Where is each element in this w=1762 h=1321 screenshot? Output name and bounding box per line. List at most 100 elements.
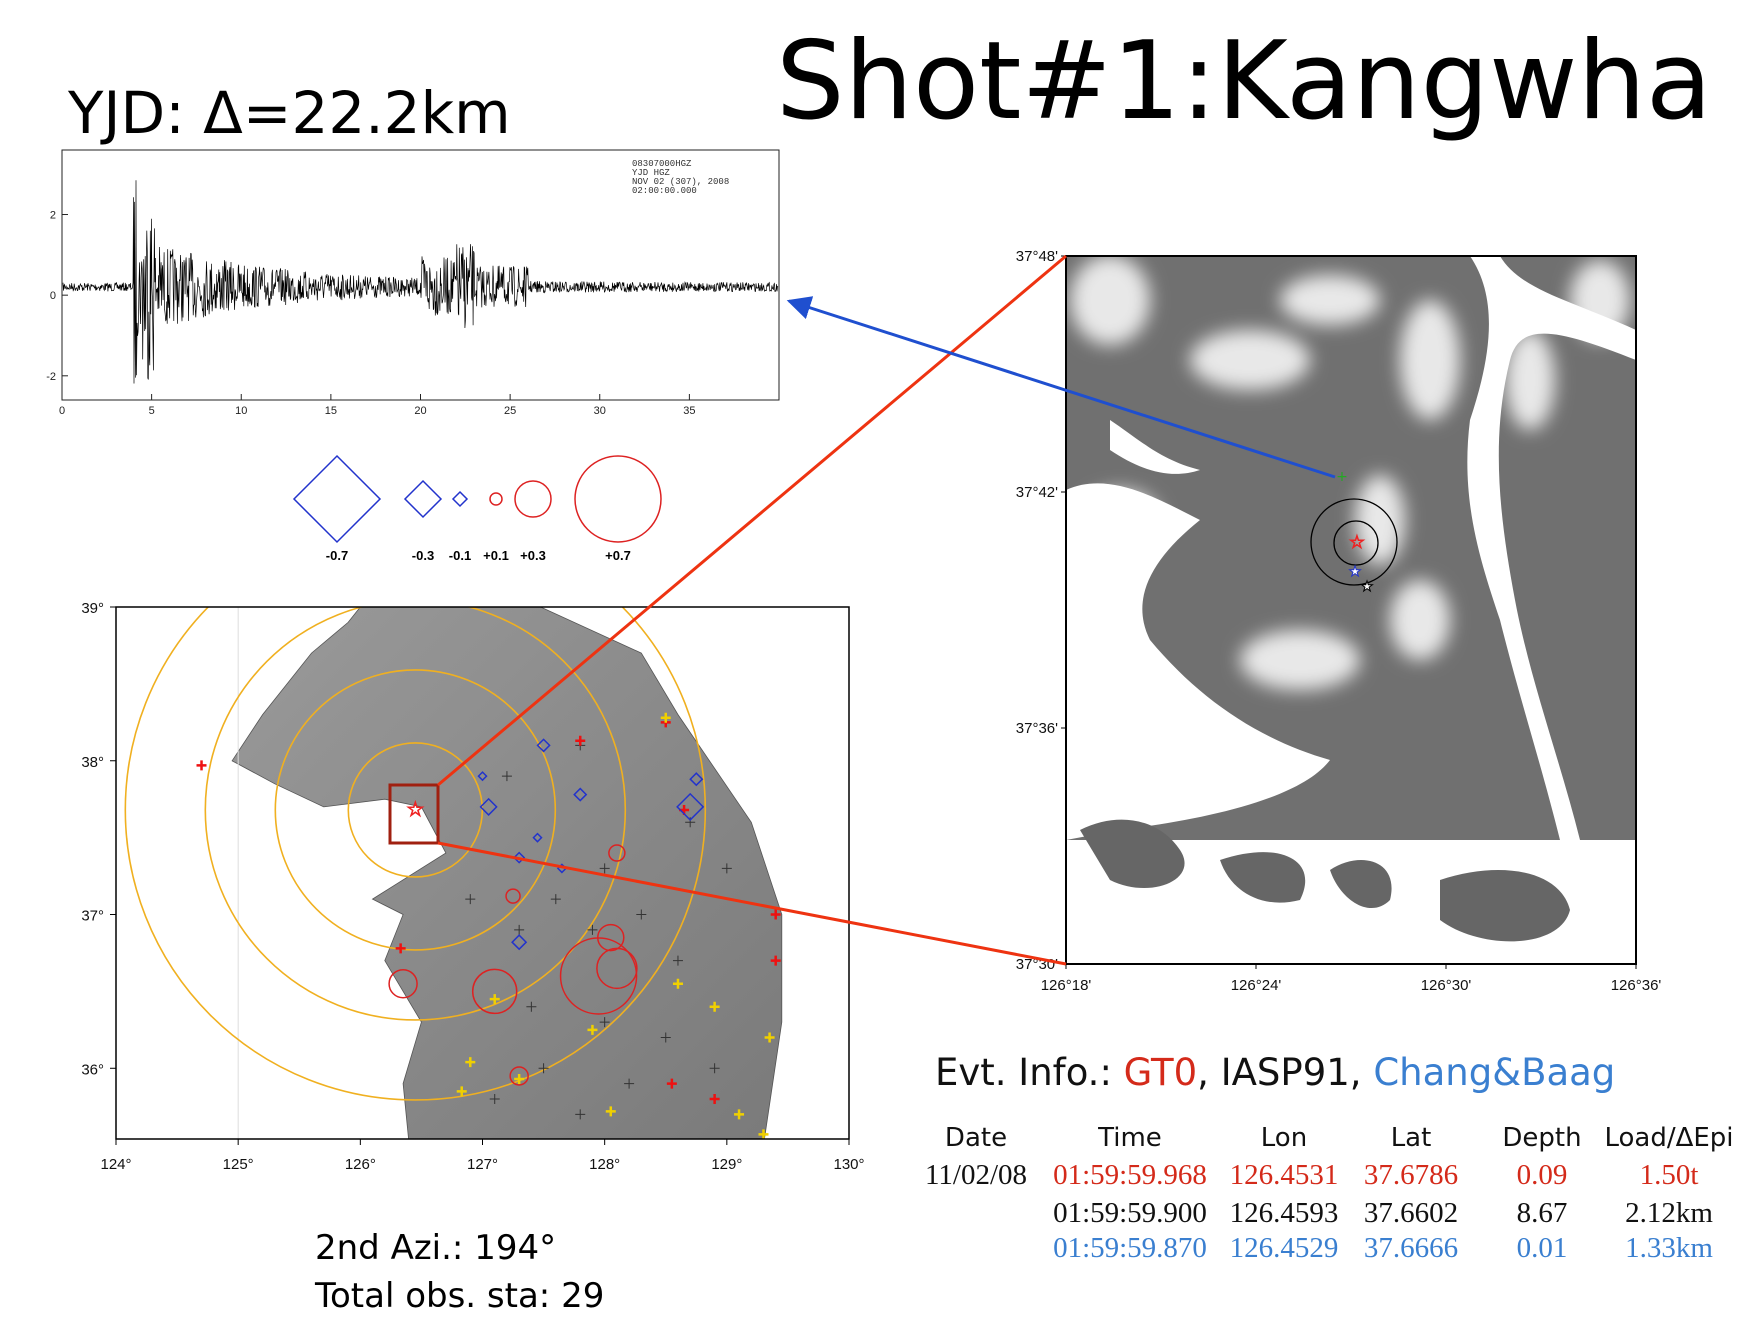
event-model: GT0 bbox=[1124, 1051, 1198, 1094]
gt0-star: ☆ bbox=[1349, 532, 1365, 553]
x-tick-label: 0 bbox=[59, 405, 65, 417]
station-cross bbox=[575, 735, 586, 746]
y-tick-label: 38° bbox=[81, 754, 104, 771]
table-cell: 126.4593 bbox=[1230, 1197, 1339, 1229]
y-tick-label: 37°42' bbox=[1016, 484, 1058, 501]
station-circle bbox=[505, 888, 521, 904]
x-tick-label: 10 bbox=[235, 405, 247, 417]
table-date: 11/02/08 bbox=[925, 1159, 1027, 1191]
table-cell: 0.09 bbox=[1517, 1159, 1568, 1191]
event-info: Evt. Info.: GT0, IASP91, Chang&Baag bbox=[935, 1051, 1615, 1094]
table-header: Lon bbox=[1261, 1123, 1307, 1153]
legend-circle bbox=[489, 492, 503, 506]
inset-frame bbox=[1065, 255, 1637, 965]
station-cross bbox=[575, 1109, 586, 1120]
x-tick-label: 30 bbox=[594, 405, 606, 417]
trace-header: 02:00:00.000 bbox=[632, 186, 697, 196]
y-tick-label: 0 bbox=[50, 290, 56, 302]
iasp91-star: ★ bbox=[1361, 579, 1374, 595]
x-tick-label: 130° bbox=[833, 1156, 864, 1173]
table-cell: 37.6786 bbox=[1364, 1159, 1458, 1191]
river-channel bbox=[1467, 256, 1636, 840]
x-tick-label: 129° bbox=[711, 1156, 742, 1173]
station-cross bbox=[538, 1063, 549, 1074]
sea bbox=[1110, 420, 1200, 474]
x-tick-label: 125° bbox=[223, 1156, 254, 1173]
station-cross bbox=[721, 863, 732, 874]
event-star: ☆ bbox=[406, 797, 424, 821]
legend-diamond bbox=[403, 479, 443, 519]
legend-label: +0.3 bbox=[520, 548, 546, 563]
table-header: Load/ΔEpi bbox=[1604, 1123, 1733, 1153]
x-tick-label: 127° bbox=[467, 1156, 498, 1173]
station-circle bbox=[597, 923, 625, 952]
station-cross bbox=[672, 978, 683, 989]
event-model: Chang&Baag bbox=[1373, 1051, 1615, 1094]
x-tick-label: 25 bbox=[504, 405, 516, 417]
station-circle bbox=[509, 1066, 529, 1086]
station-cross bbox=[709, 1001, 720, 1012]
table-cell: 126.4529 bbox=[1230, 1232, 1339, 1264]
station-cross bbox=[764, 1032, 775, 1043]
station-cross bbox=[770, 909, 781, 920]
station-cross bbox=[660, 1032, 671, 1043]
legend-label: +0.1 bbox=[483, 548, 509, 563]
station-cross bbox=[514, 1074, 525, 1085]
station-cross bbox=[465, 894, 476, 905]
distance-ring bbox=[274, 669, 557, 951]
x-tick-label: 126°24' bbox=[1231, 977, 1282, 994]
y-tick-label: 37°36' bbox=[1016, 720, 1058, 737]
station-circle bbox=[388, 968, 418, 999]
station-diamond bbox=[477, 771, 488, 782]
range-circle bbox=[1333, 520, 1379, 566]
station-cross bbox=[489, 1094, 500, 1105]
station-diamond bbox=[689, 772, 704, 787]
legend-diamond bbox=[451, 490, 469, 508]
station-circle bbox=[559, 937, 638, 1015]
x-tick-label: 20 bbox=[414, 405, 426, 417]
station-cross bbox=[587, 1024, 598, 1035]
station-cross bbox=[734, 1109, 745, 1120]
table-cell: 1.50t bbox=[1640, 1159, 1699, 1191]
legend-label: -0.3 bbox=[412, 548, 434, 563]
x-tick-label: 126°18' bbox=[1041, 977, 1092, 994]
event-table: Date Time Lon Lat Depth Load/ΔEpi 11/02/08 01:5… bbox=[925, 1123, 1734, 1264]
table-header: Date bbox=[945, 1123, 1007, 1153]
station-marker: + bbox=[1336, 469, 1348, 485]
note: Total obs. sta: 29 bbox=[314, 1276, 604, 1316]
table-header: Time bbox=[1097, 1123, 1162, 1153]
y-tick-label: -2 bbox=[46, 371, 56, 383]
trace-header: YJD HGZ bbox=[632, 168, 670, 178]
station-cross bbox=[709, 1063, 720, 1074]
zoom-line bbox=[437, 841, 1067, 966]
y-tick-label: 2 bbox=[50, 210, 56, 222]
station-cross bbox=[599, 863, 610, 874]
legend-label: +0.7 bbox=[605, 548, 631, 563]
station-cross bbox=[465, 1057, 476, 1068]
x-tick-label: 126° bbox=[345, 1156, 376, 1173]
station-cross bbox=[526, 1001, 537, 1012]
station-cross bbox=[624, 1078, 635, 1089]
legend-circle bbox=[574, 455, 662, 543]
table-cell: 37.6666 bbox=[1364, 1232, 1458, 1264]
table-header: Depth bbox=[1502, 1123, 1581, 1153]
distance-ring bbox=[204, 607, 627, 1021]
station-cross bbox=[709, 1094, 720, 1105]
station-label: YJD: Δ=22.2km bbox=[67, 79, 511, 147]
station-cross bbox=[605, 1106, 616, 1117]
station-cross bbox=[501, 771, 512, 782]
station-cross bbox=[672, 955, 683, 966]
slide-title: Shot#1:Kangwha bbox=[776, 19, 1712, 144]
range-circle bbox=[1310, 498, 1398, 586]
legend-label: -0.1 bbox=[449, 548, 471, 563]
station-diamond bbox=[676, 792, 705, 821]
table-cell: 01:59:59.870 bbox=[1053, 1232, 1207, 1264]
station-circle bbox=[608, 844, 626, 862]
station-diamond bbox=[536, 738, 551, 753]
station-cross bbox=[666, 1078, 677, 1089]
y-tick-label: 39° bbox=[81, 600, 104, 617]
land bbox=[231, 607, 783, 1139]
x-tick-label: 128° bbox=[589, 1156, 620, 1173]
table-header: Lat bbox=[1391, 1123, 1432, 1153]
